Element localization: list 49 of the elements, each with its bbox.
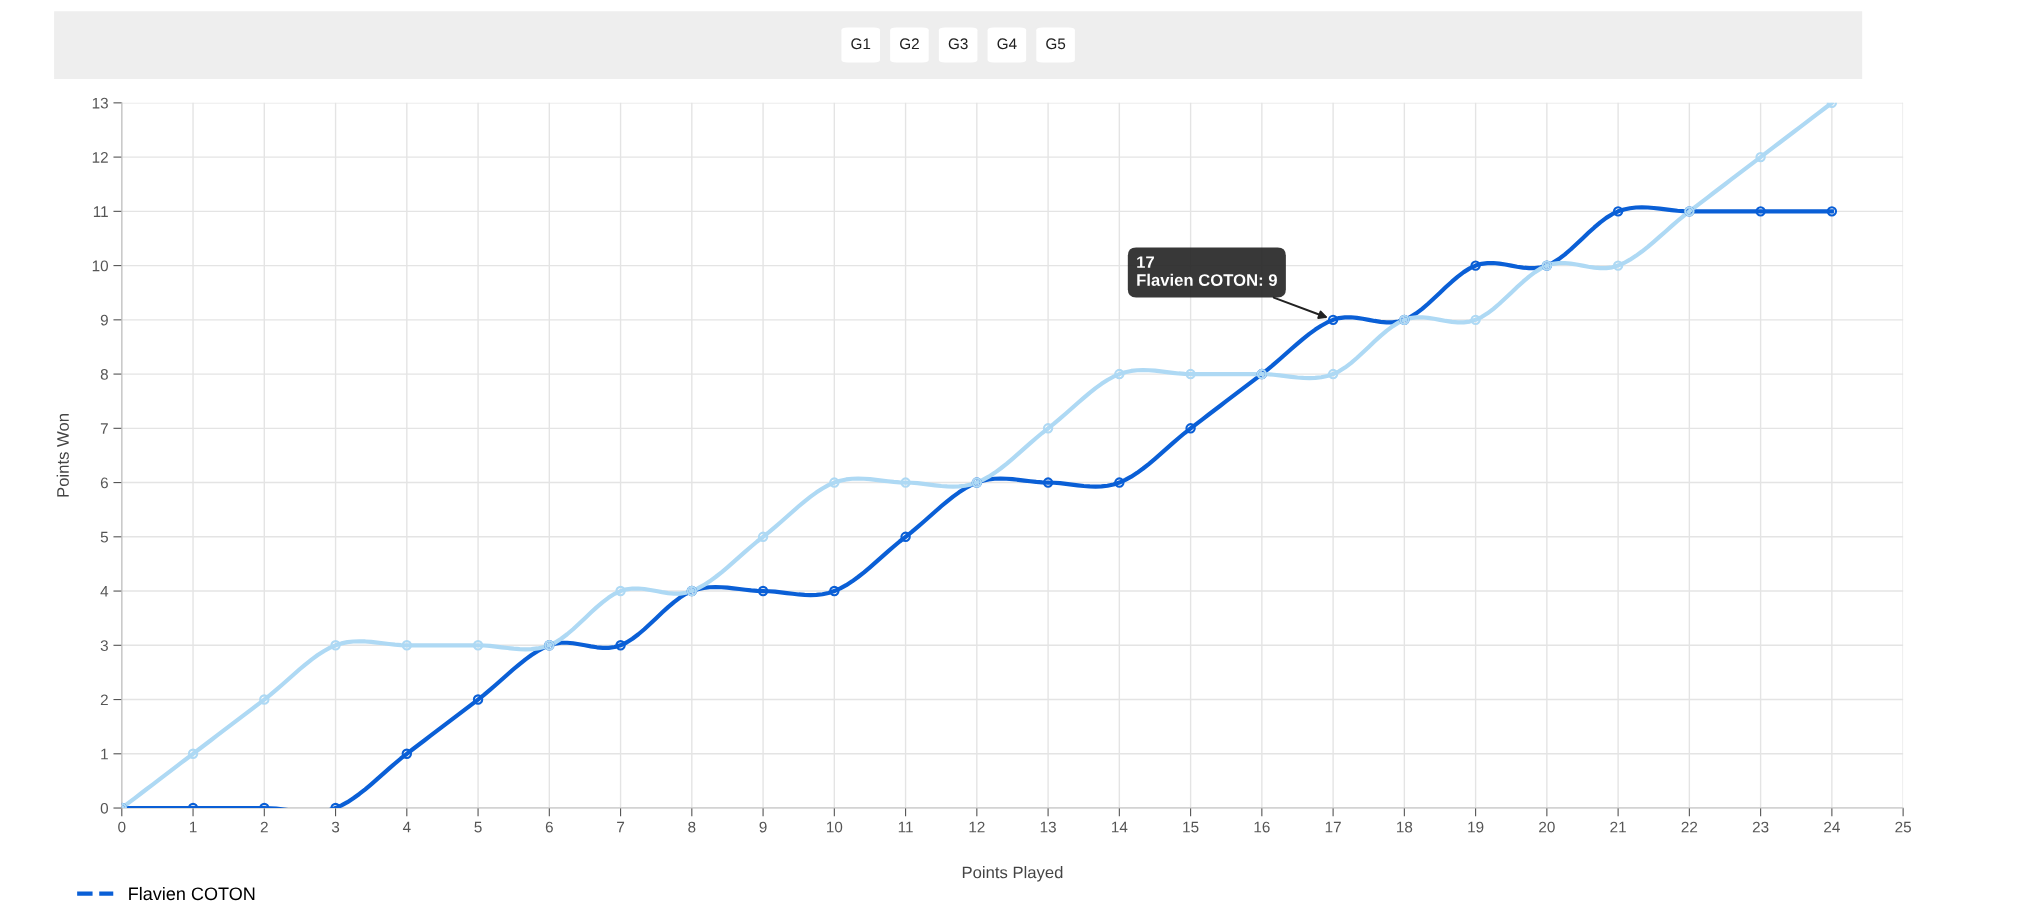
legend-label: Flavien COTON (129, 886, 255, 901)
x-tick-label: 10 (827, 821, 843, 833)
text: G2 (900, 38, 919, 50)
x-tick-label: 2 (260, 821, 268, 833)
y-tick-label: 11 (93, 206, 108, 217)
x-tick-label: 25 (1895, 821, 1911, 833)
x-tick-label: 21 (1610, 821, 1626, 833)
x-tick-label: 18 (1397, 821, 1413, 833)
x-tick-label: 14 (1112, 821, 1128, 833)
text: G5 (1046, 38, 1066, 50)
y-tick-label: 4 (100, 586, 109, 597)
y-axis-title: Points Won (56, 414, 69, 497)
x-tick-label: 19 (1468, 821, 1484, 833)
x-axis-title: Points Played (962, 866, 1063, 882)
annotation: 17 Flavien COTON: 9 (1137, 256, 1277, 286)
x-tick-label: 0 (118, 821, 126, 833)
x-tick-label: 6 (545, 821, 553, 833)
x-tick-label: 16 (1254, 821, 1270, 833)
x-tick-label: 12 (969, 821, 985, 833)
y-tick-label: 8 (100, 368, 108, 380)
x-tick-label: 9 (759, 821, 767, 833)
x-tick-label: 23 (1752, 821, 1769, 833)
x-tick-label: 1 (189, 821, 197, 833)
x-tick-label: 7 (617, 821, 625, 833)
x-tick-label: 3 (331, 821, 340, 833)
y-tick-label: 2 (100, 694, 108, 706)
y-tick-label: 6 (100, 477, 108, 489)
x-tick-label: 20 (1539, 821, 1555, 833)
y-tick-label: 13 (92, 97, 108, 109)
y-tick-label: 9 (100, 314, 108, 326)
x-tick-label: 4 (402, 821, 411, 833)
text: G1 (851, 38, 871, 50)
y-tick-label: 5 (100, 531, 108, 543)
x-tick-label: 15 (1183, 821, 1199, 833)
x-tick-label: 17 (1325, 821, 1341, 833)
x-tick-label: 13 (1040, 821, 1056, 833)
text: G3 (948, 38, 968, 50)
y-tick-label: 3 (100, 640, 108, 651)
text: G4 (997, 38, 1017, 50)
y-tick-label: 10 (92, 260, 109, 272)
y-tick-label: 7 (100, 423, 108, 434)
x-tick-label: 24 (1824, 821, 1840, 833)
x-tick-label: 8 (688, 821, 696, 833)
x-tick-label: 5 (474, 821, 482, 833)
y-tick-label: 0 (100, 802, 109, 814)
y-tick-label: 12 (92, 151, 108, 163)
x-tick-label: 11 (898, 821, 913, 833)
y-tick-label: 1 (101, 748, 108, 760)
x-tick-label: 22 (1681, 821, 1698, 833)
